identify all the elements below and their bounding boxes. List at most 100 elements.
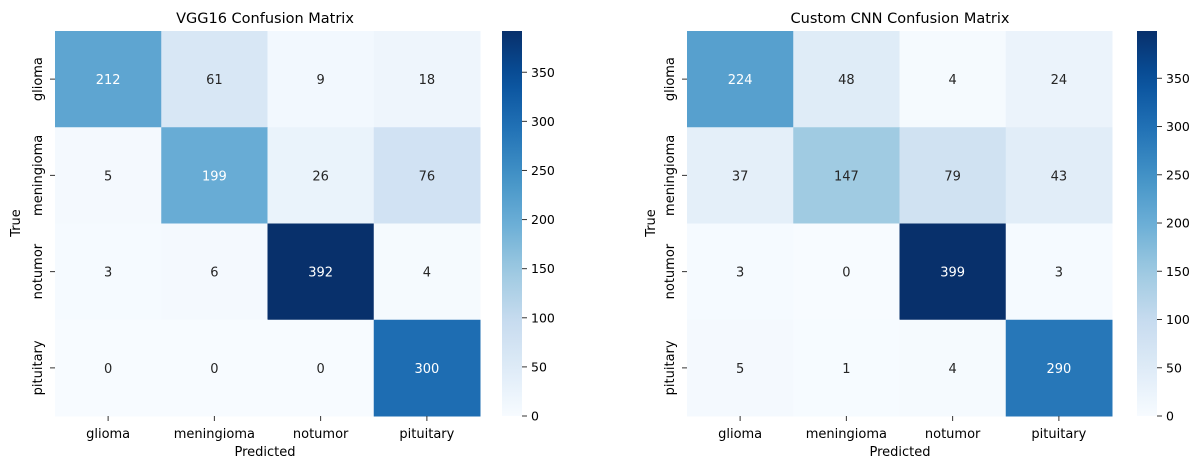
colorbar-tick-label: 0 [531,409,539,424]
heatmap-cell [793,31,900,128]
heatmap-cell [55,223,162,321]
cell-value: 0 [842,266,850,281]
heatmap-cell [899,31,1007,128]
heatmap-cells [687,31,1113,417]
heatmap-cell [161,223,268,321]
heatmap-cell [899,223,1007,321]
cell-value: 1 [842,362,850,377]
cell-value: 26 [312,169,329,184]
cell-value: 3 [736,266,744,281]
cell-value: 37 [732,169,749,184]
heatmap-cell [1005,31,1113,128]
colorbar: 0 50 100 150 200 250 300 350 [1137,31,1190,424]
heatmap-cells [55,31,481,417]
heatmap-cell [373,223,481,321]
x-tick-labels: glioma meningioma notumor pituitary [718,416,1087,442]
colorbar-tick-label: 50 [531,359,547,374]
panel-vgg16: VGG16 Confusion Matrix 212 61 9 18 5 199 26 76 3… [9,11,555,460]
colorbar-tick-label: 250 [1166,167,1190,182]
cell-annotations: 212 61 9 18 5 199 26 76 3 6 392 4 0 0 0 300 [96,73,440,377]
heatmap-cell [373,127,481,224]
y-tick-label: notumor [663,243,678,299]
heatmap-cell [267,127,375,224]
cell-value: 4 [423,266,431,281]
x-tick-label: notumor [293,427,349,442]
heatmap-cell [687,31,794,128]
cell-value: 0 [210,362,218,377]
cell-value: 392 [308,266,333,281]
colorbar-tick-label: 200 [1166,216,1190,231]
colorbar-gradient [1137,31,1157,416]
x-tick-label: meningioma [174,427,255,442]
heatmap-cell [55,319,162,417]
heatmap-cell [373,31,481,128]
y-tick-label: pituitary [663,340,678,395]
cell-value: 5 [104,169,112,184]
x-axis-label: Predicted [234,445,295,460]
heatmap-cell [899,319,1007,417]
y-tick-label: notumor [31,243,46,299]
x-tick-label: glioma [718,427,762,442]
heatmap-cell [55,31,162,128]
colorbar-tick-label: 300 [1166,119,1190,134]
x-tick-labels: glioma meningioma notumor pituitary [86,416,455,442]
cell-value: 76 [419,169,436,184]
cell-value: 0 [104,362,112,377]
cell-value: 4 [948,362,956,377]
heatmap-cell [373,319,481,417]
cell-value: 290 [1046,362,1071,377]
chart-title: VGG16 Confusion Matrix [176,11,354,27]
cell-value: 399 [940,266,965,281]
cell-value: 3 [1055,266,1063,281]
cell-value: 199 [202,169,227,184]
heatmap-cell [793,319,900,417]
colorbar-tick-label: 300 [531,114,555,129]
colorbar: 0 50 100 150 200 250 300 350 [502,31,555,424]
heatmap-cell [55,127,162,224]
cell-value: 48 [838,73,855,88]
x-tick-label: meningioma [806,427,887,442]
colorbar-tick-label: 150 [1166,264,1190,279]
cell-value: 6 [210,266,218,281]
heatmap-cell [793,223,900,321]
colorbar-tick-label: 100 [531,310,555,325]
x-axis-label: Predicted [869,445,930,460]
x-tick-label: notumor [925,427,981,442]
cell-value: 61 [206,73,223,88]
cell-annotations: 224 48 4 24 37 147 79 43 3 0 399 3 5 1 4 290 [728,73,1072,377]
heatmap-cell [687,319,794,417]
heatmap-cell [1005,127,1113,224]
colorbar-gradient [502,31,522,416]
colorbar-tick-label: 200 [531,212,555,227]
heatmap-cell [687,223,794,321]
heatmap-cell [1005,319,1113,417]
cell-value: 79 [944,169,961,184]
colorbar-tick-label: 350 [531,65,555,80]
chart-title: Custom CNN Confusion Matrix [791,11,1010,27]
heatmap-cell [161,127,268,224]
y-tick-labels: glioma meningioma notumor pituitary [663,57,687,395]
colorbar-tick-label: 350 [1166,71,1190,86]
y-tick-label: meningioma [31,135,46,216]
y-tick-label: glioma [31,57,46,101]
x-tick-label: pituitary [1031,427,1086,442]
colorbar-tick-label: 150 [531,261,555,276]
colorbar-tick-label: 50 [1166,360,1182,375]
x-tick-label: glioma [86,427,130,442]
heatmap-cell [1005,223,1113,321]
heatmap-cell [267,319,375,417]
heatmap-cell [161,31,268,128]
cell-value: 0 [316,362,324,377]
y-tick-label: meningioma [663,135,678,216]
y-axis-label: True [644,209,659,238]
cell-value: 224 [728,73,753,88]
heatmap-cell [687,127,794,224]
y-tick-labels: glioma meningioma notumor pituitary [31,57,55,395]
heatmap-cell [793,127,900,224]
cell-value: 3 [104,266,112,281]
cell-value: 18 [419,73,436,88]
cell-value: 4 [948,73,956,88]
